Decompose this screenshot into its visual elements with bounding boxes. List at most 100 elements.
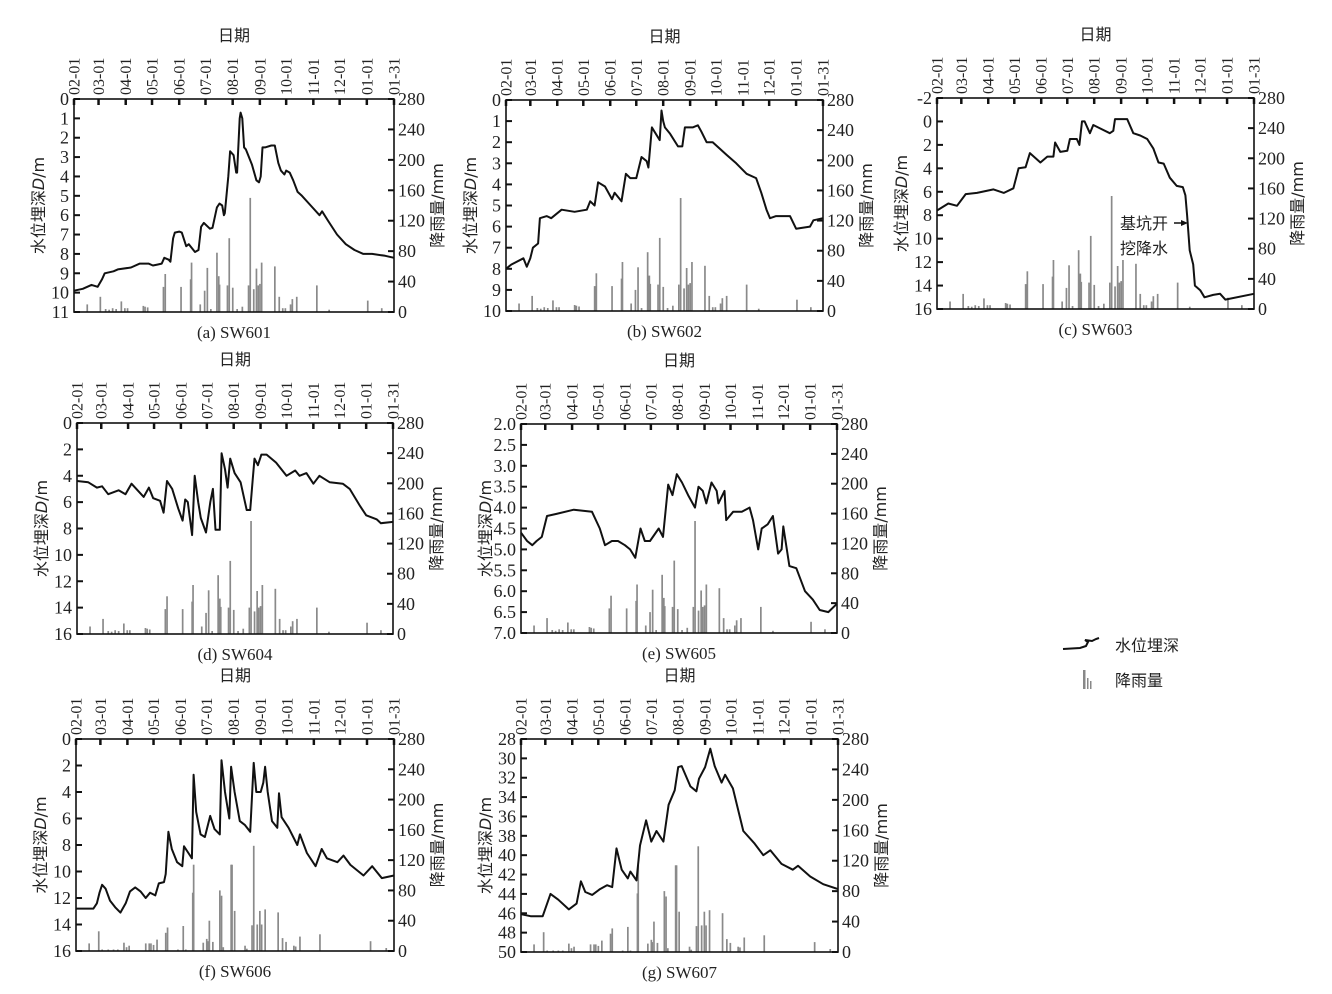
rainfall-bar xyxy=(316,285,318,312)
y-tick-label: 6.5 xyxy=(494,602,517,622)
y-right-tick-label: 120 xyxy=(827,211,854,231)
y-tick-label: 5 xyxy=(60,186,69,206)
x-tick-label: 01-01 xyxy=(1220,57,1237,94)
rainfall-bar xyxy=(228,238,231,312)
rainfall-bar xyxy=(203,290,206,312)
rainfall-bar xyxy=(199,304,202,312)
x-axis-title: 日期 xyxy=(663,351,695,370)
x-tick-label: 03-01 xyxy=(954,57,971,94)
rainfall-bar xyxy=(366,622,368,634)
plot-frame xyxy=(76,422,394,635)
rainfall-bar xyxy=(647,943,649,952)
rainfall-bar xyxy=(1080,281,1083,309)
rainfall-bar xyxy=(110,631,113,634)
rainfall-bar xyxy=(688,946,691,952)
y-right-tick-label: 40 xyxy=(841,593,859,613)
rainfall-bar xyxy=(703,911,706,952)
y-tick-label: -2 xyxy=(917,88,932,108)
y-tick-label: 12 xyxy=(53,888,71,908)
rainfall-bar xyxy=(211,631,213,634)
rainfall-bar xyxy=(690,949,693,952)
y-tick-label: 2.0 xyxy=(494,414,517,434)
rainfall-bar xyxy=(692,606,695,633)
y-right-tick-label: 280 xyxy=(398,729,425,749)
rainfall-bar xyxy=(722,618,725,633)
rainfall-bar xyxy=(568,943,570,952)
y-tick-label: 4 xyxy=(492,174,501,194)
panel-a: 02-01 03-01 04-01 05-01 06-01 07-01 08-01 09-01… xyxy=(29,26,447,342)
y-label-var: D xyxy=(31,817,50,829)
rainfall-bar xyxy=(539,308,542,311)
rainfall-bar xyxy=(729,942,732,952)
y-tick-label: 46 xyxy=(498,903,516,923)
plot-frame xyxy=(505,99,824,312)
rainfall-bar xyxy=(150,943,152,951)
y-tick-label: 11 xyxy=(52,302,69,322)
x-tick-label: 03-01 xyxy=(91,58,108,95)
rainfall-bar xyxy=(1145,305,1148,309)
rainfall-bar xyxy=(1150,301,1153,309)
rainfall-bar xyxy=(737,946,739,952)
rainfall-bar xyxy=(704,265,706,311)
y-right-tick-label: 160 xyxy=(827,180,854,200)
rainfall-bar xyxy=(1006,303,1009,309)
rainfall-bar xyxy=(796,299,798,311)
rainfall-bar xyxy=(620,278,623,311)
rainfall-bar xyxy=(259,910,261,951)
rainfall-bar xyxy=(1079,273,1082,309)
x-tick-label: 01-01 xyxy=(803,383,820,420)
y-tick-label: 4.0 xyxy=(494,498,517,518)
x-tick-label: 06-01 xyxy=(603,59,620,96)
x-tick-label: 12-01 xyxy=(776,383,793,420)
depth-line xyxy=(73,111,395,292)
y-tick-label: 14 xyxy=(54,598,72,618)
y-axis-label-left: 水位埋深D/m xyxy=(476,797,495,894)
x-tick-label: 11-01 xyxy=(750,383,767,420)
rainfall-bar xyxy=(533,944,535,952)
rainfall-bar xyxy=(705,584,708,633)
rainfall-bar xyxy=(949,301,951,309)
x-tick-label: 05-01 xyxy=(576,59,593,96)
rainfall-bar xyxy=(115,309,117,312)
rainfall-bars xyxy=(86,197,383,312)
rainfall-bar xyxy=(274,588,277,634)
y-right-tick-label: 0 xyxy=(827,301,836,321)
rainfall-bar xyxy=(291,299,294,312)
y-tick-label: 9 xyxy=(60,263,69,283)
rainfall-bar xyxy=(735,620,738,633)
rainfall-bar xyxy=(192,864,195,951)
rainfall-bar xyxy=(129,630,131,634)
x-tick-label: 09-01 xyxy=(697,383,714,420)
x-tick-label: 01-01 xyxy=(359,58,376,95)
depth-line xyxy=(76,759,395,914)
rainfall-bar xyxy=(590,627,592,633)
rainfall-bar xyxy=(573,629,575,633)
depth-line xyxy=(520,747,839,918)
rainfall-bar xyxy=(1241,305,1243,309)
y-tick-label: 14 xyxy=(53,915,71,935)
y-right-tick-label: 280 xyxy=(398,89,425,109)
rainfall-bar xyxy=(1026,271,1029,309)
rainfall-bar xyxy=(191,892,194,951)
x-tick-label: 04-01 xyxy=(550,59,567,96)
rainfall-bar xyxy=(216,252,218,312)
rainfall-bar xyxy=(222,947,225,951)
x-tick-label: 02-01 xyxy=(70,382,87,419)
rainfall-bar xyxy=(644,625,647,633)
rainfall-bar xyxy=(554,630,557,633)
x-tick-label: 12-01 xyxy=(762,59,779,96)
rainfall-bar xyxy=(663,597,665,633)
rainfall-bar xyxy=(1051,276,1054,309)
panel-caption: (c) SW603 xyxy=(1058,320,1132,339)
rainfall-bars xyxy=(533,521,826,633)
rainfall-bar xyxy=(674,865,677,952)
rainfall-bar xyxy=(217,575,219,634)
x-tick-label: 03-01 xyxy=(523,59,540,96)
x-tick-label: 01-31 xyxy=(830,383,847,420)
x-tick-label: 02-01 xyxy=(69,698,86,735)
x-tick-label: 01-01 xyxy=(789,59,806,96)
rainfall-bar xyxy=(726,629,728,633)
rainfall-bar xyxy=(697,610,700,633)
rainfall-bar xyxy=(611,928,614,952)
rainfall-bar xyxy=(656,942,659,952)
